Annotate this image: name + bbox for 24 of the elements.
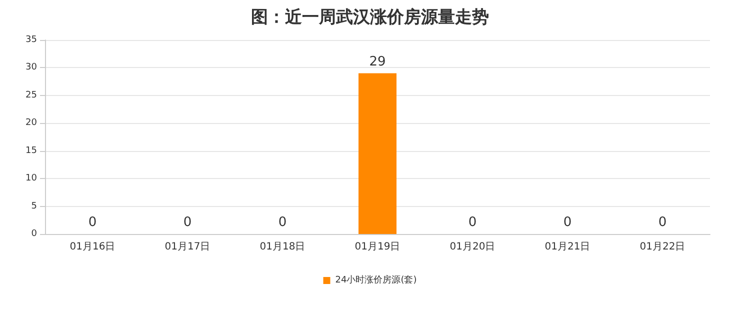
y-tick-label: 15 bbox=[26, 146, 37, 156]
data-label: 0 bbox=[658, 215, 667, 230]
legend-label: 24小时涨价房源(套) bbox=[335, 274, 417, 286]
data-label: 0 bbox=[563, 215, 572, 230]
y-tick-label: 35 bbox=[26, 35, 37, 45]
y-tick-label: 5 bbox=[31, 201, 37, 212]
x-tick-label: 01月17日 bbox=[164, 242, 210, 252]
data-label: 0 bbox=[278, 215, 287, 230]
y-tick-label: 20 bbox=[26, 118, 38, 128]
chart-title: 图：近一周武汉涨价房源量走势 bbox=[251, 8, 489, 28]
data-label: 0 bbox=[183, 215, 192, 230]
x-tick-label: 01月19日 bbox=[354, 242, 400, 252]
x-tick-label: 01月16日 bbox=[70, 242, 116, 252]
y-tick-label: 0 bbox=[31, 229, 38, 239]
x-tick-label: 01月18日 bbox=[260, 242, 306, 252]
x-tick-label: 01月22日 bbox=[640, 242, 686, 252]
y-tick-label: 25 bbox=[26, 90, 37, 100]
x-tick-label: 01月21日 bbox=[544, 242, 590, 252]
x-tick-label: 01月20日 bbox=[450, 242, 496, 252]
y-tick-label: 10 bbox=[26, 174, 38, 184]
y-tick-label: 30 bbox=[26, 62, 38, 73]
data-label: 0 bbox=[468, 215, 477, 230]
data-label: 0 bbox=[88, 215, 97, 230]
data-label: 29 bbox=[369, 54, 386, 70]
